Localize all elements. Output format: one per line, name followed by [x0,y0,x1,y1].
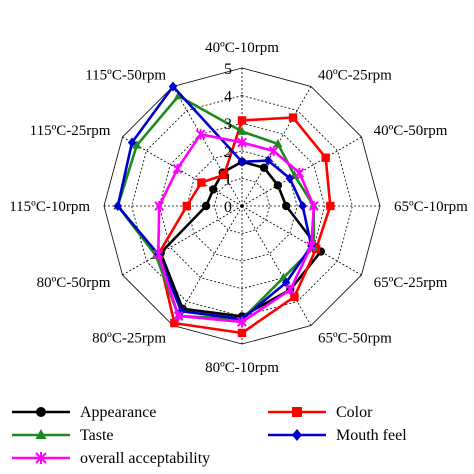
data-point [154,200,165,212]
data-point [197,178,206,187]
data-point [237,126,247,135]
data-point [237,137,247,148]
tick-label: 1 [224,171,232,188]
tick-label: 4 [224,89,232,106]
data-point [281,201,291,211]
data-point [285,173,295,184]
data-point [298,200,307,212]
grid-ring-1 [213,177,271,235]
grid-ring-3 [158,122,326,290]
category-label: 115ºC-50rpm [85,67,166,83]
data-point [168,81,178,92]
radial-tick-labels: 0 1 2 3 4 5 [224,61,232,216]
spoke [172,205,243,326]
legend-item: overall acceptability [12,450,210,467]
data-point [281,277,291,288]
series-line [116,85,313,321]
legend-label: overall acceptability [80,450,210,467]
legend-item: Taste [12,427,114,444]
data-point [273,138,283,148]
legend: Appearance Color Taste Mouth feel overall ac… [12,404,407,467]
data-point [177,306,186,317]
data-point [237,116,247,125]
legend-label: Taste [80,427,114,444]
category-label: 65ºC-50rpm [318,331,392,347]
data-point [285,284,296,295]
tick-label: 2 [224,144,232,161]
data-point [132,140,142,149]
data-point [264,155,273,166]
data-point [127,137,137,148]
data-point [209,185,218,194]
category-label: 115ºC-25rpm [30,123,111,139]
tick-label: 0 [224,199,232,216]
data-point [290,292,299,302]
data-point [172,163,183,174]
data-point [36,407,46,417]
data-point [292,429,302,441]
data-point [195,129,206,140]
spoke [122,205,243,276]
data-point [268,145,279,157]
data-point [182,201,191,211]
radar-spokes [104,68,380,344]
data-point [173,91,184,100]
data-point [35,429,47,439]
data-point [201,201,211,211]
data-point [308,200,319,212]
category-label: 40ºC-50rpm [374,123,448,139]
series-line [157,116,332,335]
data-point [292,407,302,417]
data-point [113,200,122,212]
category-labels: 40ºC-10rpm 40ºC-25rpm 40ºC-50rpm 65ºC-10rpm… [9,40,468,376]
spoke [172,86,243,207]
data-point [153,249,164,260]
category-label: 65ºC-10rpm [394,199,468,215]
spoke [241,205,312,326]
data-point [170,318,179,328]
data-point [273,181,283,190]
legend-label: Appearance [80,404,156,421]
category-label: 80ºC-25rpm [92,331,166,347]
data-point [173,310,184,321]
category-label: 40ºC-10rpm [205,40,279,56]
data-point [294,167,305,178]
data-point [219,170,229,180]
data-point [35,452,47,464]
spoke [241,205,362,276]
data-point [237,316,247,327]
series-overall-acceptability [153,129,319,327]
legend-label: Mouth feel [336,427,407,444]
spoke [122,136,243,207]
legend-item: Color [268,404,373,421]
category-label: 40ºC-25rpm [318,67,392,83]
legend-item: Mouth feel [268,427,407,444]
category-label: 80ºC-10rpm [205,360,279,376]
tick-label: 5 [224,61,232,78]
data-point [288,113,298,122]
tick-label: 3 [224,116,232,133]
data-point [306,240,317,252]
data-point [326,201,335,211]
data-point [259,163,269,172]
legend-label: Color [336,404,373,421]
data-point [321,153,330,162]
legend-item: Appearance [12,404,156,421]
category-label: 115ºC-10rpm [9,199,90,215]
category-label: 80ºC-50rpm [37,275,111,291]
category-label: 65ºC-25rpm [374,275,448,291]
data-point [237,156,247,167]
data-point [237,328,247,338]
radar-series [113,81,335,338]
